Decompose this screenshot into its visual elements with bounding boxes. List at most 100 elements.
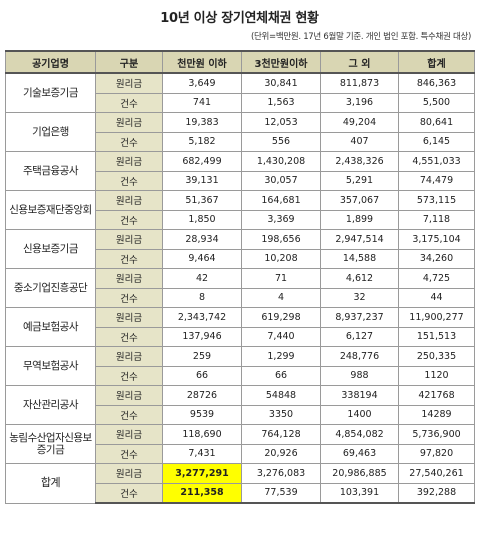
value-cell: 80,641 (398, 112, 475, 133)
value-cell: 5,736,900 (398, 424, 475, 445)
value-cell: 4,551,033 (398, 151, 475, 172)
value-cell: 1,899 (320, 209, 399, 230)
table-row: 중소기업진흥공단 원리금 42 71 4,612 4,725 (5, 268, 475, 308)
value-cell: 10,208 (241, 248, 321, 269)
value-cell: 5,500 (398, 92, 475, 113)
value-cell: 20,986,885 (320, 463, 399, 484)
kind-principal: 원리금 (95, 346, 163, 367)
value-cell: 8,937,237 (320, 307, 399, 328)
kind-count: 건수 (95, 482, 163, 504)
kind-count: 건수 (95, 170, 163, 191)
header-total: 합계 (398, 50, 475, 74)
value-cell: 34,260 (398, 248, 475, 269)
kind-principal: 원리금 (95, 190, 163, 211)
value-cell: 421768 (398, 385, 475, 406)
table-row: 주택금융공사 원리금 682,499 1,430,208 2,438,326 4,551,… (5, 151, 475, 191)
unit-note: (단위=백만원. 17년 6월말 기준. 개인 법인 포함. 특수채권 대상) (250, 32, 471, 42)
org-name: 신용보증기금 (5, 229, 96, 269)
table-row: 건수 9,464 10,208 14,588 34,260 (6, 248, 475, 269)
table-row: 기업은행 원리금 19,383 12,053 49,204 80,641 (5, 112, 475, 152)
value-cell: 19,383 (162, 112, 242, 133)
table-row: 합계 원리금 3,277,291 3,276,083 20,986,885 27,540,… (5, 463, 475, 504)
table-row: 신용보증기금 원리금 28,934 198,656 2,947,514 3,175,104 (5, 229, 475, 269)
value-cell: 392,288 (398, 482, 475, 504)
value-cell: 14289 (398, 404, 475, 425)
value-cell: 9539 (162, 404, 242, 425)
table-row: 농림수산업자신용보증기금 원리금 118,690 764,128 4,854,082 5,… (5, 424, 475, 464)
kind-principal: 원리금 (95, 463, 163, 484)
value-cell: 42 (162, 268, 242, 289)
value-cell: 8 (162, 287, 242, 308)
value-cell: 28726 (162, 385, 242, 406)
org-name: 기술보증기금 (5, 72, 96, 113)
value-cell: 118,690 (162, 424, 242, 445)
header-other: 그 외 (320, 50, 399, 74)
header-under-30m: 3천만원이하 (241, 50, 321, 74)
table-row: 신용보증재단중앙회 원리금 51,367 164,681 357,067 573,115 (5, 190, 475, 230)
value-cell: 407 (320, 131, 399, 152)
value-cell: 1,850 (162, 209, 242, 230)
value-cell: 74,479 (398, 170, 475, 191)
value-cell: 682,499 (162, 151, 242, 172)
value-cell: 103,391 (320, 482, 399, 504)
value-cell: 7,118 (398, 209, 475, 230)
value-cell: 338194 (320, 385, 399, 406)
value-cell: 66 (241, 365, 321, 386)
value-cell: 30,057 (241, 170, 321, 191)
table-row: 건수 39,131 30,057 5,291 74,479 (6, 170, 475, 191)
kind-principal: 원리금 (95, 307, 163, 328)
value-cell: 3,276,083 (241, 463, 321, 484)
table-row: 건수 8 4 32 44 (6, 287, 475, 308)
value-cell: 1120 (398, 365, 475, 386)
value-cell: 3350 (241, 404, 321, 425)
org-name: 중소기업진흥공단 (5, 268, 96, 308)
value-cell: 1,430,208 (241, 151, 321, 172)
value-cell: 6,127 (320, 326, 399, 347)
org-name: 예금보험공사 (5, 307, 96, 347)
kind-count: 건수 (95, 326, 163, 347)
page-title: 10년 이상 장기연체채권 현황 (160, 11, 319, 26)
value-cell: 66 (162, 365, 242, 386)
value-cell: 259 (162, 346, 242, 367)
kind-principal: 원리금 (95, 72, 163, 94)
value-cell: 3,649 (162, 72, 242, 94)
header-under-10m: 천만원 이하 (162, 50, 242, 74)
table-row: 건수 1,850 3,369 1,899 7,118 (6, 209, 475, 230)
value-cell: 619,298 (241, 307, 321, 328)
kind-principal: 원리금 (95, 151, 163, 172)
value-cell: 2,343,742 (162, 307, 242, 328)
value-cell: 1,563 (241, 92, 321, 113)
value-cell: 3,277,291 (162, 463, 242, 484)
org-name: 농림수산업자신용보증기금 (5, 424, 96, 464)
kind-principal: 원리금 (95, 424, 163, 445)
value-cell: 357,067 (320, 190, 399, 211)
value-cell: 5,291 (320, 170, 399, 191)
value-cell: 198,656 (241, 229, 321, 250)
value-cell: 7,440 (241, 326, 321, 347)
value-cell: 741 (162, 92, 242, 113)
kind-count: 건수 (95, 287, 163, 308)
table-row: 예금보험공사 원리금 2,343,742 619,298 8,937,237 11,900… (5, 307, 475, 347)
table-row: 건수 9539 3350 1400 14289 (6, 404, 475, 425)
kind-count: 건수 (95, 443, 163, 464)
value-cell: 11,900,277 (398, 307, 475, 328)
value-cell: 4,854,082 (320, 424, 399, 445)
kind-principal: 원리금 (95, 112, 163, 133)
value-cell: 846,363 (398, 72, 475, 94)
value-cell: 14,588 (320, 248, 399, 269)
header-row: 공기업명 구분 천만원 이하 3천만원이하 그 외 합계 (5, 50, 475, 74)
table-row: 건수 211,358 77,539 103,391 392,288 (6, 482, 475, 504)
value-cell: 556 (241, 131, 321, 152)
value-cell: 250,335 (398, 346, 475, 367)
value-cell: 3,369 (241, 209, 321, 230)
kind-count: 건수 (95, 209, 163, 230)
value-cell: 54848 (241, 385, 321, 406)
value-cell: 1400 (320, 404, 399, 425)
value-cell: 28,934 (162, 229, 242, 250)
value-cell: 6,145 (398, 131, 475, 152)
kind-count: 건수 (95, 131, 163, 152)
header-kind: 구분 (95, 50, 163, 74)
value-cell: 20,926 (241, 443, 321, 464)
value-cell: 9,464 (162, 248, 242, 269)
value-cell: 4,725 (398, 268, 475, 289)
